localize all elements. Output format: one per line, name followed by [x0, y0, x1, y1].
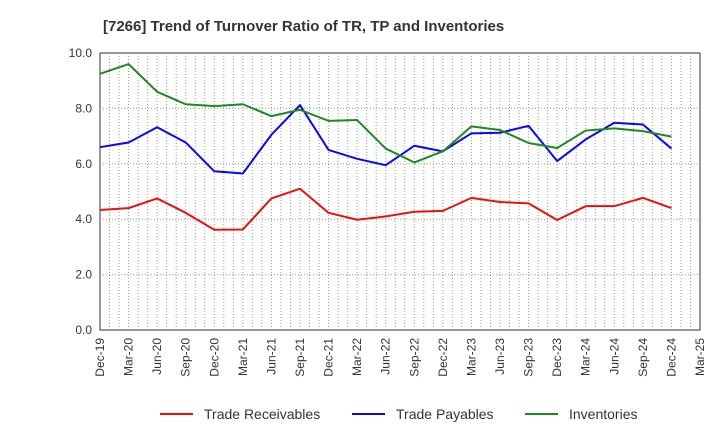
x-tick-label: Sep-22 — [407, 338, 421, 377]
x-tick-label: Sep-20 — [179, 338, 193, 377]
plot-area — [99, 52, 701, 331]
x-tick-label: Dec-21 — [322, 338, 336, 377]
x-tick-label: Jun-20 — [150, 338, 164, 375]
legend-label: Trade Receivables — [204, 406, 320, 422]
series-line-inventories — [99, 63, 672, 164]
legend-label: Trade Payables — [396, 406, 494, 422]
x-tick-label: Jun-23 — [493, 338, 507, 375]
x-tick-label: Dec-24 — [664, 338, 678, 377]
series-lines — [99, 63, 673, 231]
y-tick-label: 4.0 — [75, 212, 92, 226]
x-tick-label: Mar-25 — [693, 338, 707, 376]
y-tick-label: 8.0 — [75, 101, 92, 115]
x-tick-label: Jun-21 — [264, 338, 278, 375]
x-tick-label: Dec-19 — [93, 338, 107, 377]
legend: Trade Receivables Trade Payables Inventori… — [160, 406, 637, 422]
x-tick-label: Mar-23 — [464, 338, 478, 376]
chart-title: [7266] Trend of Turnover Ratio of TR, TP… — [103, 18, 504, 35]
legend-label: Inventories — [569, 406, 637, 422]
x-tick-label: Sep-23 — [522, 338, 536, 377]
x-tick-label: Mar-24 — [579, 338, 593, 376]
x-tick-label: Mar-22 — [350, 338, 364, 376]
x-gridlines — [109, 53, 691, 330]
x-axis-tick-labels: Dec-19 Mar-20 Jun-20 Sep-20 Dec-20 Mar-21 Jun-… — [93, 338, 707, 377]
y-tick-label: 0.0 — [75, 323, 92, 337]
series-line-trade-payables — [99, 104, 673, 175]
x-tick-label: Sep-21 — [293, 338, 307, 377]
x-tick-label: Dec-23 — [550, 338, 564, 377]
x-tick-label: Sep-24 — [636, 338, 650, 377]
x-tick-label: Jun-24 — [607, 338, 621, 375]
y-gridlines — [100, 107, 700, 276]
x-tick-label: Dec-22 — [436, 338, 450, 377]
x-tick-label: Dec-20 — [207, 338, 221, 377]
y-tick-label: 2.0 — [75, 268, 92, 282]
y-tick-label: 6.0 — [75, 157, 92, 171]
y-tick-label: 10.0 — [69, 46, 93, 60]
x-tick-label: Jun-22 — [379, 338, 393, 375]
x-tick-label: Mar-21 — [236, 338, 250, 376]
series-line-trade-receivables — [99, 187, 672, 231]
x-tick-label: Mar-20 — [122, 338, 136, 376]
y-axis-tick-labels: 0.0 2.0 4.0 6.0 8.0 10.0 — [69, 46, 93, 337]
